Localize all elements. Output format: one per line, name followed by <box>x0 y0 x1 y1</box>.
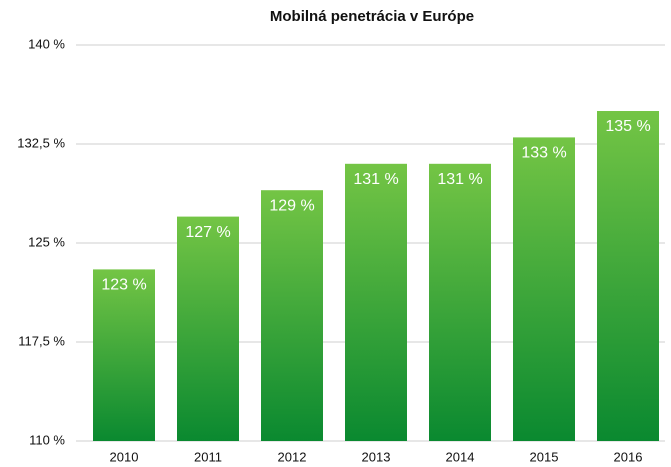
x-tick-label: 2016 <box>614 449 643 464</box>
x-tick-label: 2015 <box>530 449 559 464</box>
value-label: 135 % <box>605 118 650 135</box>
value-label: 127 % <box>185 224 230 241</box>
bar <box>597 111 659 441</box>
y-tick-label: 117,5 % <box>18 333 65 348</box>
x-tick-label: 2011 <box>194 449 222 464</box>
x-tick-label: 2014 <box>446 449 475 464</box>
value-label: 129 % <box>269 197 314 214</box>
value-label: 131 % <box>353 171 398 188</box>
bar <box>93 269 155 441</box>
y-tick-label: 110 % <box>29 432 65 447</box>
x-tick-label: 2010 <box>110 449 139 464</box>
bar <box>177 216 239 441</box>
y-tick-label: 132,5 % <box>17 135 65 150</box>
value-label: 131 % <box>437 171 482 188</box>
x-tick-label: 2012 <box>278 449 307 464</box>
value-label: 123 % <box>101 277 146 294</box>
y-tick-label: 125 % <box>28 234 65 249</box>
y-tick-label: 140 % <box>28 36 65 51</box>
bar <box>261 190 323 441</box>
x-tick-label: 2013 <box>362 449 391 464</box>
bar <box>429 163 491 442</box>
bar <box>513 137 575 441</box>
chart-title: Mobilná penetrácia v Európe <box>270 8 474 25</box>
value-label: 133 % <box>521 145 566 162</box>
bar <box>345 163 407 442</box>
